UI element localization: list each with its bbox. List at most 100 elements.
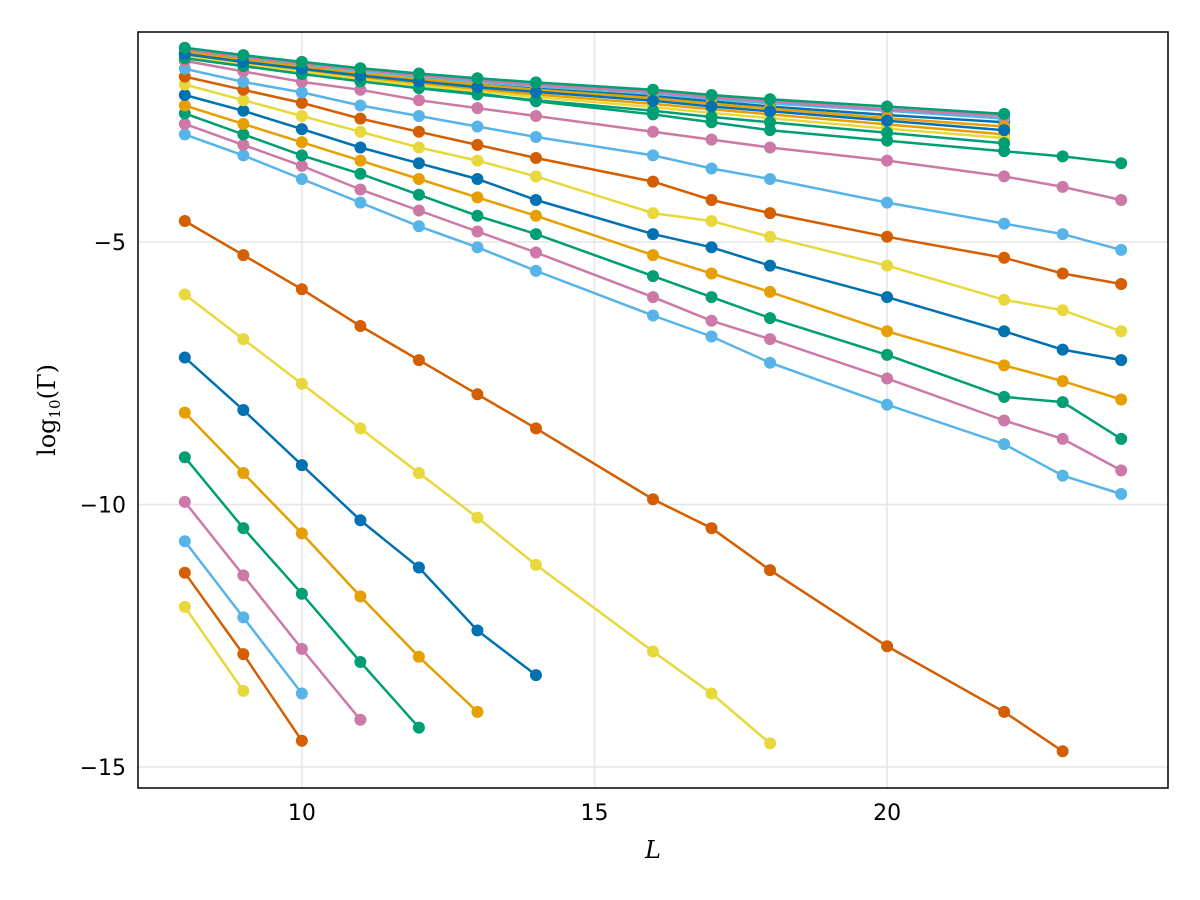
data-point (529, 228, 542, 241)
data-point (705, 241, 718, 254)
series-s17 (178, 62, 1128, 256)
data-point (998, 438, 1011, 451)
data-point (705, 162, 718, 175)
data-point (647, 309, 659, 322)
data-point (237, 149, 250, 162)
data-point (647, 228, 659, 241)
series-line (184, 52, 1005, 132)
data-point (647, 493, 659, 506)
data-point (354, 183, 367, 196)
data-point (354, 422, 367, 435)
data-point (178, 495, 191, 508)
data-point (1056, 375, 1069, 388)
data-point (529, 110, 542, 122)
data-point (178, 451, 191, 464)
data-point (998, 217, 1011, 230)
series-s3 (178, 535, 308, 700)
data-point (178, 99, 191, 112)
data-point (295, 86, 308, 99)
data-point (471, 120, 484, 133)
data-point (295, 96, 308, 109)
tick-labels: 10 15 20 −5 −10 −15 (80, 231, 902, 826)
data-point (237, 333, 250, 346)
data-point (705, 215, 718, 227)
data-point (237, 648, 250, 661)
data-point (237, 522, 250, 535)
data-point (471, 225, 484, 238)
data-point (764, 230, 777, 243)
plot-frame (137, 31, 1169, 789)
data-point (764, 333, 777, 346)
data-point (295, 123, 308, 136)
series-line (184, 122, 1122, 472)
data-point (998, 251, 1011, 264)
data-point (412, 561, 425, 574)
series-line (184, 57, 1005, 145)
series-s15 (178, 78, 1128, 338)
data-point (998, 124, 1011, 137)
data-point (354, 514, 367, 527)
data-point (1056, 432, 1069, 445)
data-point (529, 422, 542, 435)
data-point (529, 76, 542, 89)
data-point (471, 72, 484, 85)
series-s2 (178, 566, 308, 747)
y-axis-label-tail: (Γ) (33, 364, 61, 399)
data-point (1056, 150, 1069, 163)
data-point (529, 131, 542, 143)
series-line (183, 411, 479, 713)
data-point (471, 81, 484, 94)
data-point (237, 138, 250, 151)
data-point (881, 325, 894, 338)
data-point (1056, 180, 1069, 193)
data-point (881, 230, 894, 243)
data-point (237, 684, 250, 697)
data-point (178, 406, 191, 419)
data-point (647, 207, 659, 220)
series-s9 (178, 215, 1069, 758)
data-point (1115, 157, 1128, 170)
data-point (354, 141, 367, 154)
data-point (705, 133, 718, 146)
y-axis-label-main: log (33, 418, 61, 456)
data-point (705, 194, 718, 206)
data-point (1115, 432, 1128, 445)
data-point (881, 291, 894, 304)
data-point (764, 116, 777, 129)
data-point (998, 359, 1011, 372)
data-point (354, 167, 367, 180)
data-point (705, 314, 718, 327)
data-point (295, 587, 308, 600)
data-point (237, 128, 250, 141)
data-point (529, 669, 542, 682)
data-point (412, 125, 425, 138)
data-point (471, 388, 484, 401)
data-point (705, 330, 718, 343)
data-point (354, 83, 367, 96)
data-point (412, 157, 425, 170)
data-point (764, 259, 777, 272)
series-line (184, 54, 1005, 136)
data-point (705, 89, 718, 101)
data-point (295, 110, 308, 122)
data-point (998, 325, 1011, 338)
data-point (1115, 393, 1128, 406)
data-point (647, 94, 659, 107)
data-point (647, 291, 659, 304)
data-point (412, 141, 425, 154)
series-line (184, 293, 771, 745)
data-point (354, 112, 367, 125)
data-point (471, 154, 484, 167)
series-line (183, 606, 245, 692)
data-point (412, 354, 425, 367)
data-point (237, 104, 250, 117)
data-point (1056, 304, 1069, 317)
series-s13 (178, 99, 1128, 406)
data-point (1056, 745, 1069, 758)
data-point (529, 209, 542, 222)
x-tick-label: 15 (580, 801, 608, 826)
data-point (647, 83, 659, 96)
data-point (178, 89, 191, 101)
data-point (471, 191, 484, 204)
data-point (295, 283, 308, 296)
